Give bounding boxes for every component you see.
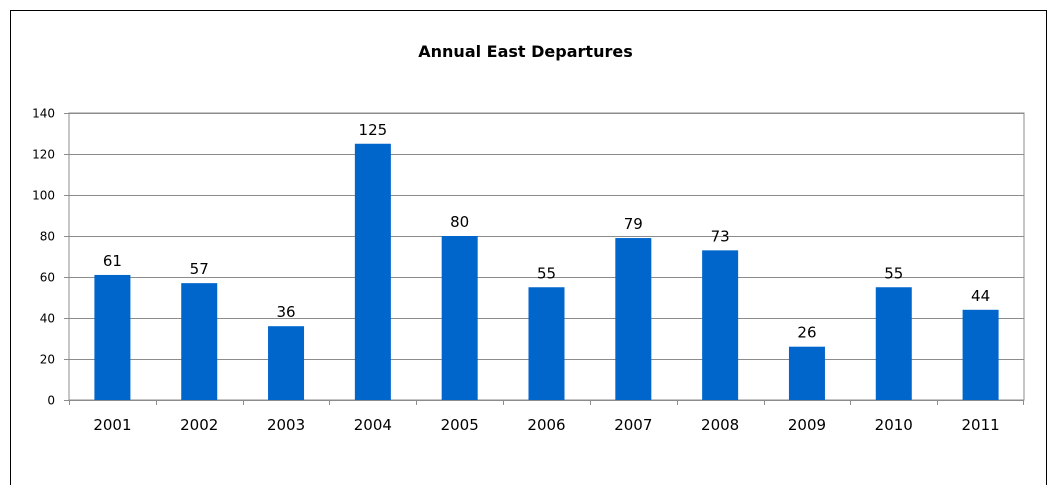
x-tick-label: 2001 [93, 416, 131, 434]
y-tick-label: 0 [47, 394, 55, 408]
x-tick-label: 2004 [354, 416, 392, 434]
data-label: 55 [884, 264, 903, 282]
data-label: 44 [971, 287, 990, 305]
data-label: 80 [450, 213, 469, 231]
x-tick-label: 2010 [875, 416, 913, 434]
bar [181, 283, 218, 400]
x-tick-label: 2008 [701, 416, 739, 434]
x-tick-label: 2009 [788, 416, 826, 434]
y-tick-label: 80 [40, 230, 55, 244]
bar [615, 238, 652, 400]
data-label: 26 [797, 324, 816, 342]
y-tick-label: 120 [32, 148, 55, 162]
bar [441, 236, 478, 400]
y-tick-label: 20 [40, 353, 55, 367]
y-tick-label: 60 [40, 271, 55, 285]
x-tick-label: 2007 [614, 416, 652, 434]
y-tick-label: 40 [40, 312, 55, 326]
data-label: 79 [624, 215, 643, 233]
y-tick-label: 100 [32, 189, 55, 203]
chart-title: Annual East Departures [418, 42, 633, 61]
y-tick-label: 140 [32, 107, 55, 121]
data-label: 36 [276, 303, 295, 321]
data-label: 55 [537, 264, 556, 282]
x-tick-label: 2011 [961, 416, 999, 434]
x-tick-label: 2006 [527, 416, 565, 434]
bar [702, 250, 739, 400]
data-label: 125 [359, 121, 388, 139]
x-tick-label: 2002 [180, 416, 218, 434]
data-label: 57 [190, 260, 209, 278]
x-tick-label: 2005 [441, 416, 479, 434]
bar [528, 287, 565, 400]
bar [788, 346, 825, 400]
x-tick-label: 2003 [267, 416, 305, 434]
bar [875, 287, 912, 400]
bar [962, 309, 999, 400]
bar [94, 274, 131, 400]
data-label: 61 [103, 252, 122, 270]
bar [268, 326, 305, 400]
bar [354, 143, 391, 400]
data-label: 73 [711, 227, 730, 245]
